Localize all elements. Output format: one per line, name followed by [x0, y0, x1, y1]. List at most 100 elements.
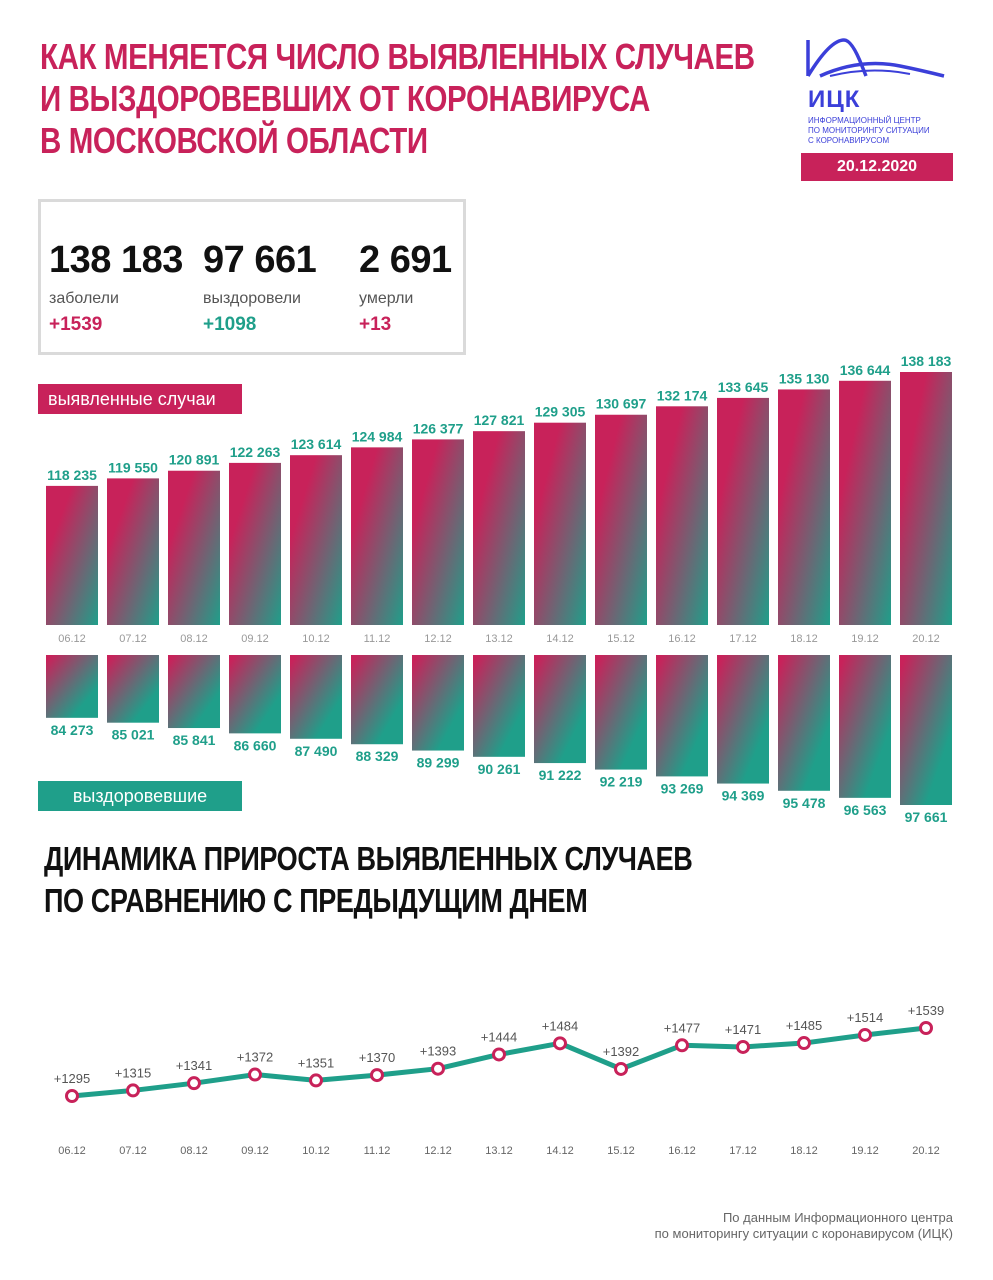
source-line: по мониторингу ситуации с коронавирусом …: [654, 1226, 953, 1241]
cases-value-label: 126 377: [413, 420, 464, 436]
date-tick-label: 06.12: [58, 633, 86, 645]
cases-value-label: 118 235: [47, 467, 97, 483]
cases-bar: [107, 478, 159, 625]
cases-value-label: 136 644: [840, 362, 891, 378]
section-title-line-1: Динамика прироста выявленных случаев: [44, 840, 693, 877]
date-tick-label: 19.12: [851, 633, 879, 645]
increase-value-label: +1392: [603, 1044, 640, 1059]
recovered-value-label: 97 661: [905, 809, 948, 825]
increase-point: [492, 1047, 506, 1062]
increase-point: [187, 1076, 201, 1091]
cases-value-label: 132 174: [657, 387, 708, 403]
recovered-bar: [473, 655, 525, 757]
cases-bar: [900, 372, 952, 625]
date-badge: 20.12.2020: [801, 153, 953, 181]
cases-value-label: 138 183: [901, 353, 952, 369]
increase-point: [797, 1036, 811, 1051]
stat-died-delta: +13: [359, 314, 392, 335]
cases-bar: [534, 422, 586, 625]
date-tick-label: 07.12: [119, 1145, 147, 1157]
increase-point: [309, 1073, 323, 1088]
increase-point: [614, 1061, 628, 1076]
logo-subtitle-line: по мониторингу ситуации: [808, 126, 930, 135]
date-tick-label: 19.12: [851, 1145, 879, 1157]
recovered-bar: [412, 655, 464, 751]
daily-increase-line-chart: +1295 06.12 +1315 07.12 +1341 08.12 +1372 09.12…: [54, 1003, 945, 1157]
cases-bar: [229, 462, 281, 625]
stat-infected-delta: +1539: [49, 314, 103, 335]
recovered-value-label: 93 269: [661, 780, 704, 796]
recovered-value-label: 85 841: [173, 732, 216, 748]
cases-bar: [412, 439, 464, 625]
recovered-bar: [717, 655, 769, 784]
recovered-bar: [46, 655, 98, 718]
recovered-bar: [229, 655, 281, 734]
cases-value-label: 124 984: [352, 428, 403, 444]
date-tick-label: 18.12: [790, 633, 818, 645]
increase-point: [736, 1039, 750, 1054]
increase-value-label: +1477: [664, 1020, 701, 1035]
date-tick-label: 20.12: [912, 633, 940, 645]
date-tick-label: 08.12: [180, 633, 208, 645]
cases-bar: [46, 485, 98, 625]
recovered-value-label: 86 660: [234, 737, 277, 753]
increase-value-label: +1514: [847, 1010, 884, 1025]
cases-bar: [168, 470, 220, 625]
increase-value-label: +1295: [54, 1071, 91, 1086]
logo-subtitle-line: Информационный центр: [808, 116, 921, 125]
stat-infected-value: 138 183: [49, 239, 183, 281]
cases-bar: [595, 414, 647, 625]
date-tick-label: 09.12: [241, 1145, 269, 1157]
recovered-legend-tag: выздоровевшие: [38, 781, 242, 811]
stat-recovered: 97 661 выздоровели +1098: [203, 239, 317, 336]
stat-died: 2 691 умерли +13: [359, 240, 452, 336]
cases-bar: [351, 447, 403, 625]
date-tick-label: 17.12: [729, 633, 757, 645]
stat-died-value: 2 691: [359, 239, 452, 281]
title-line-3: в Московской области: [40, 120, 428, 161]
recovered-value-label: 96 563: [844, 802, 887, 818]
stat-recovered-value: 97 661: [203, 239, 317, 281]
title-line-1: Как меняется число выявленных случаев: [40, 36, 755, 77]
page-title: Как меняется число выявленных случаев и …: [40, 36, 755, 162]
recovered-value-label: 92 219: [600, 774, 643, 790]
date-tick-label: 13.12: [485, 633, 513, 645]
recovered-bar: [534, 655, 586, 764]
increase-point: [675, 1038, 689, 1053]
increase-point: [126, 1083, 140, 1098]
source-line: По данным Информационного центра: [722, 1210, 953, 1225]
recovered-bar: [351, 655, 403, 745]
recovered-value-label: 84 273: [51, 722, 94, 738]
cases-value-label: 119 550: [108, 459, 158, 475]
logo-abbr: ИЦК: [808, 86, 861, 113]
recovered-bar: [107, 655, 159, 723]
cases-bar: [778, 389, 830, 625]
date-tick-label: 20.12: [912, 1145, 940, 1157]
recovered-value-label: 89 299: [417, 755, 460, 771]
date-tick-label: 15.12: [607, 1145, 635, 1157]
cases-bar: [473, 431, 525, 625]
cases-bar: [839, 380, 891, 625]
increase-point: [858, 1027, 872, 1042]
increase-value-label: +1372: [237, 1050, 274, 1065]
stats-box: 138 183 заболели +1539 97 661 выздоровел…: [38, 199, 466, 355]
date-tick-label: 08.12: [180, 1145, 208, 1157]
cases-value-label: 120 891: [169, 452, 220, 468]
cases-value-label: 122 263: [230, 444, 281, 460]
cases-value-label: 135 130: [779, 370, 830, 386]
logo-subtitle-line: с коронавирусом: [808, 136, 890, 145]
date-tick-label: 11.12: [364, 633, 391, 645]
cases-value-label: 127 821: [474, 412, 525, 428]
increase-value-label: +1315: [115, 1065, 152, 1080]
logo-mark-icon: [806, 38, 945, 78]
recovered-value-label: 91 222: [539, 767, 582, 783]
recovered-bar: [839, 655, 891, 798]
increase-point: [248, 1067, 262, 1082]
increase-point: [431, 1061, 445, 1076]
cases-value-label: 129 305: [535, 404, 586, 420]
increase-value-label: +1341: [176, 1058, 213, 1073]
recovered-value-label: 95 478: [783, 795, 826, 811]
cases-recovered-bar-chart: 118 235 06.12 84 273 119 550 07.12 85 021 120 …: [46, 353, 952, 825]
increase-value-label: +1471: [725, 1022, 762, 1037]
stat-recovered-delta: +1098: [203, 314, 257, 335]
